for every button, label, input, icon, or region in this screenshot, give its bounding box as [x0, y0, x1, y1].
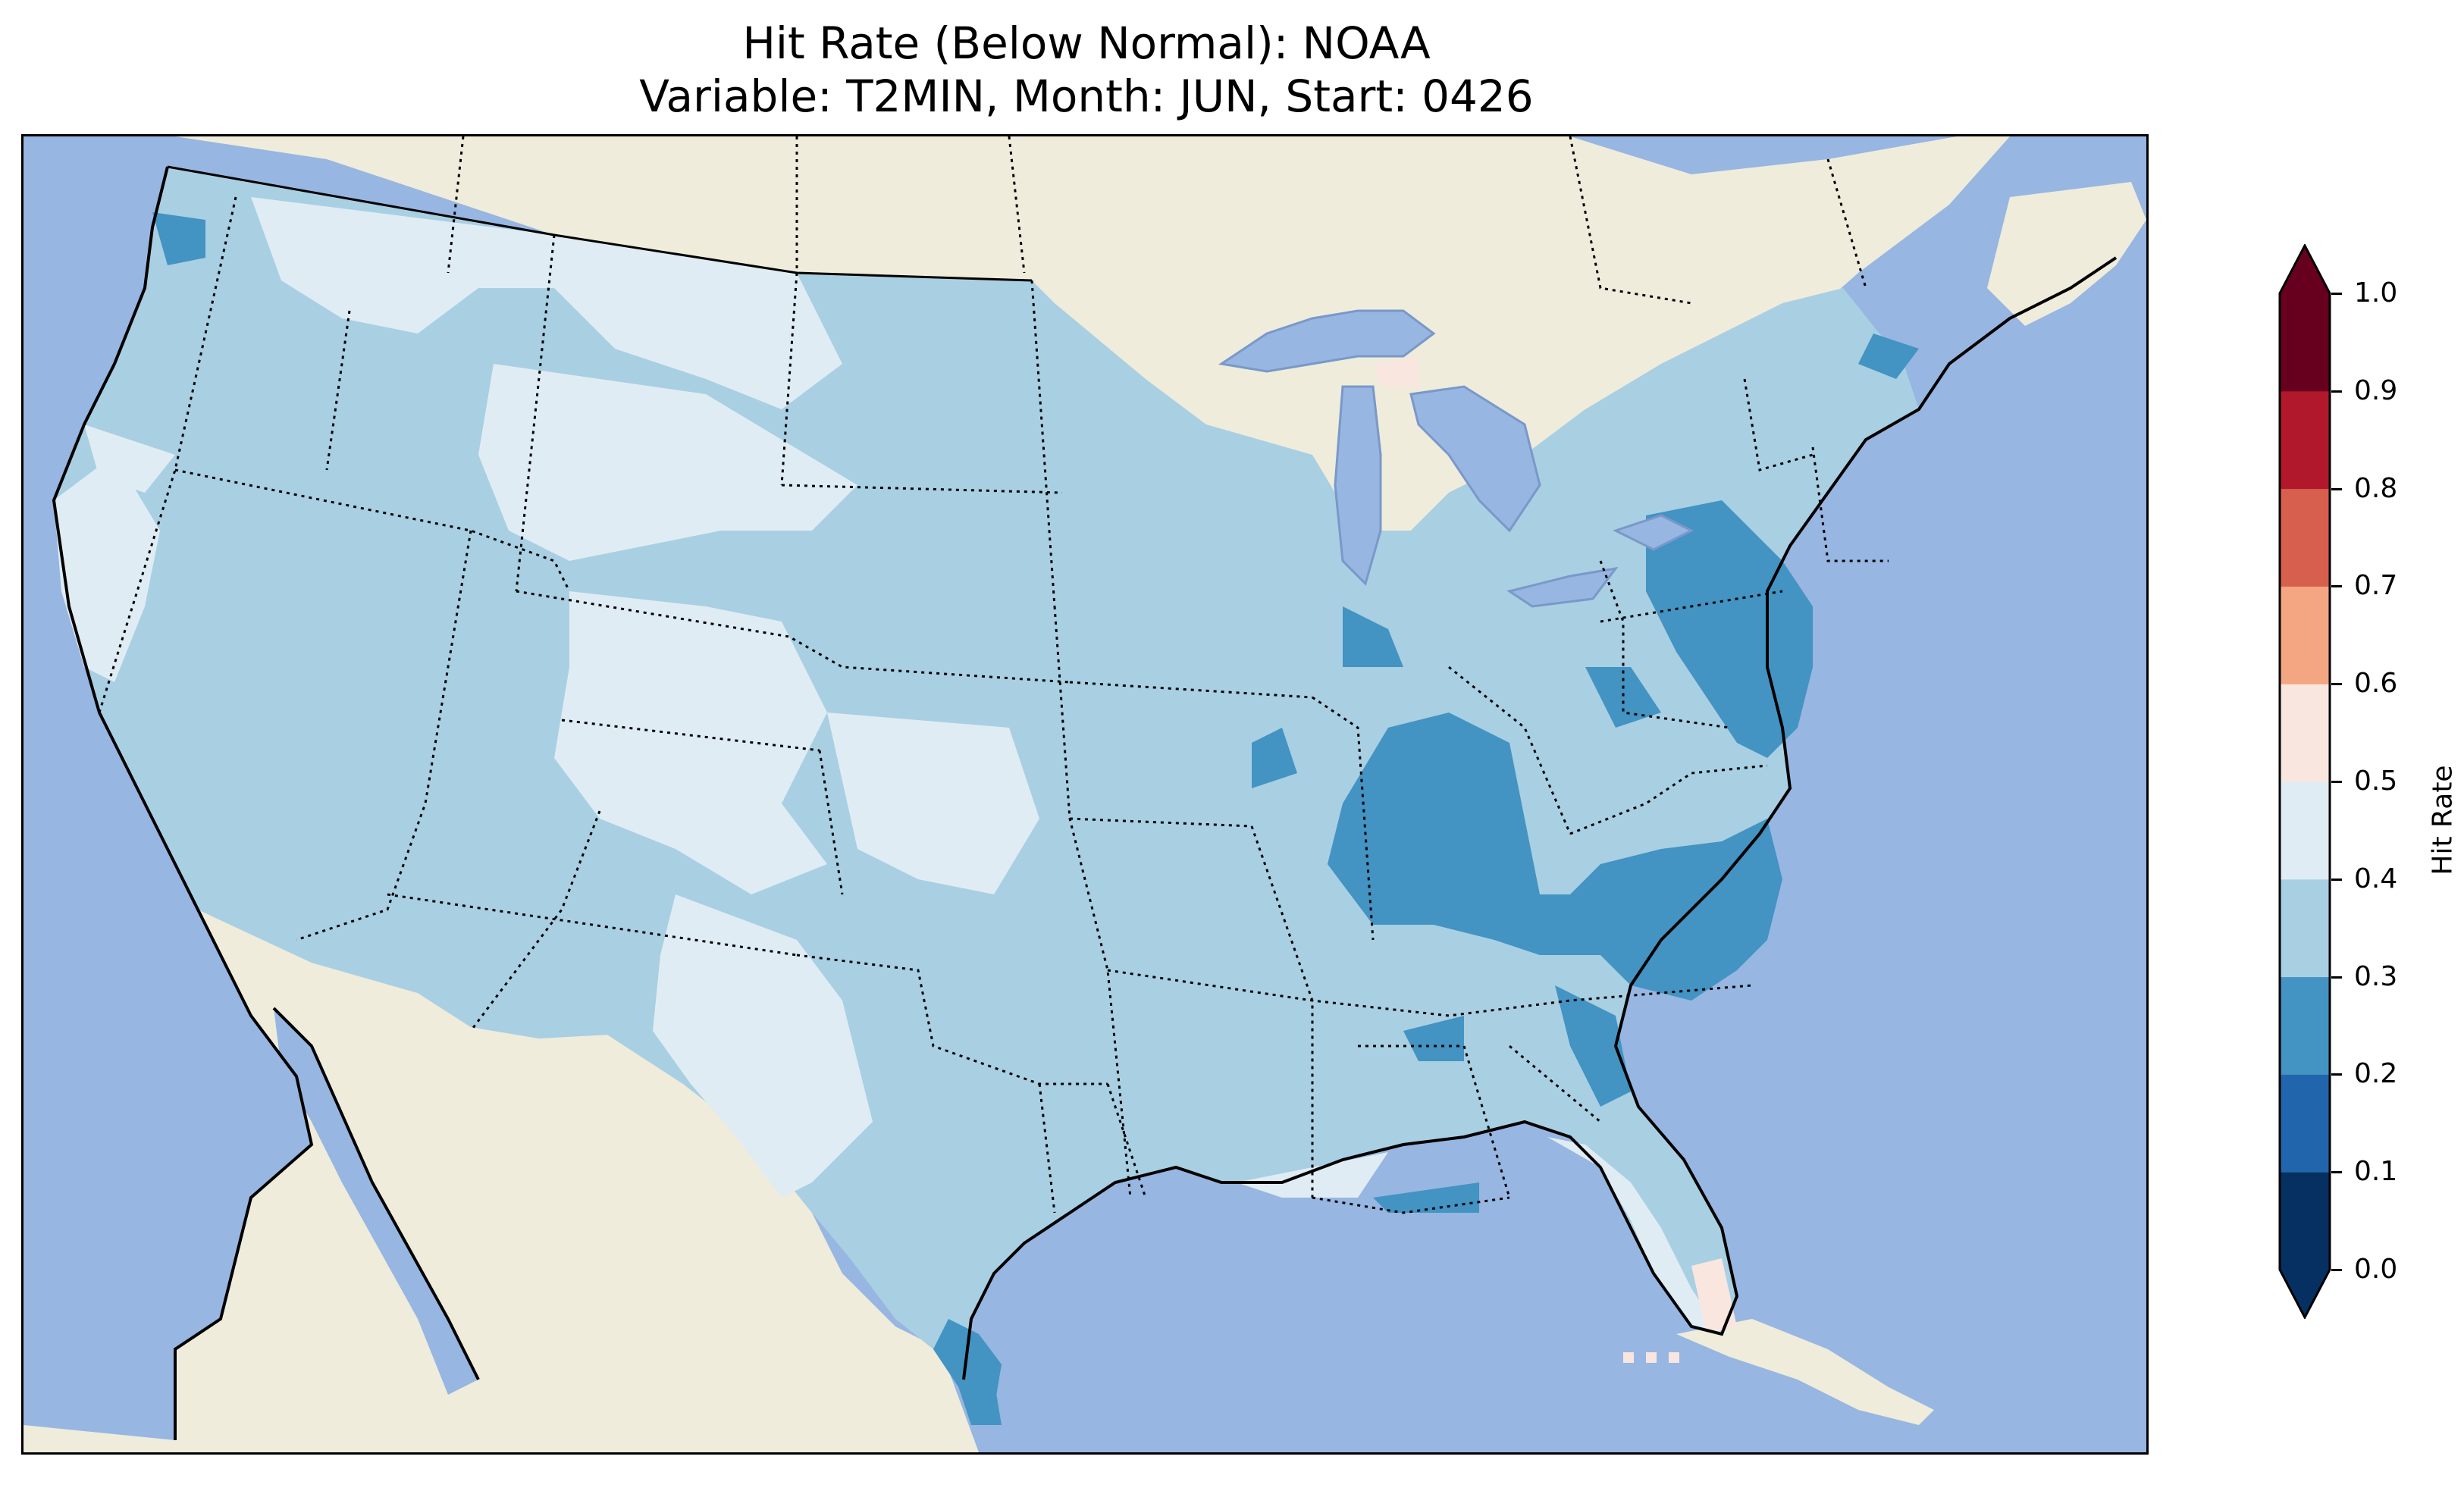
- us-canada-border: [167, 165, 1033, 282]
- colorbar-tick-label: 0.1: [2354, 1156, 2398, 1188]
- colorbar-tick-mark: [2331, 390, 2342, 393]
- colorbar-extend-high: [2280, 246, 2330, 293]
- colorbar-tick-label: 0.2: [2354, 1058, 2398, 1090]
- canada-provinces: [447, 136, 1867, 305]
- colorbar-tick-mark: [2331, 781, 2342, 783]
- colorbar-tick-mark: [2331, 1073, 2342, 1076]
- maritimes-land: [1987, 182, 2146, 326]
- colorbar-tick-mark: [2331, 585, 2342, 588]
- map-panel: [21, 134, 2149, 1455]
- band-0.5-0.6: [1373, 356, 1737, 1363]
- chart-title: Hit Rate (Below Normal): NOAA: [742, 17, 1431, 69]
- colorbar-tick-mark: [2331, 683, 2342, 686]
- colorbar-tick-label: 0.4: [2354, 863, 2398, 894]
- colorbar-outline: [2278, 244, 2331, 1319]
- colorbar-bin: [2280, 684, 2330, 782]
- colorbar-extend-low: [2280, 1270, 2330, 1317]
- colorbar-tick-label: 0.6: [2354, 668, 2398, 700]
- great-lakes: [1218, 309, 1694, 608]
- colorbar-tick-label: 0.9: [2354, 374, 2398, 406]
- coastline: [52, 166, 2118, 1440]
- colorbar-tick-mark: [2331, 1269, 2342, 1271]
- colorbar-bin: [2280, 976, 2330, 1075]
- mexico-land: [24, 910, 979, 1452]
- band-0.4-0.5: [54, 197, 1722, 1334]
- colorbar-bin: [2280, 1074, 2330, 1173]
- colorbar-tick-mark: [2331, 878, 2342, 881]
- colorbar-bin: [2280, 1172, 2330, 1270]
- band-0.2-0.3: [152, 212, 1919, 1425]
- colorbar-tick-mark: [2331, 487, 2342, 490]
- chart-subtitle: Variable: T2MIN, Month: JUN, Start: 0426: [639, 70, 1534, 122]
- colorbar-tick-label: 0.3: [2354, 960, 2398, 992]
- colorbar: [2278, 244, 2331, 1319]
- colorbar-label: Hit Rate: [2427, 765, 2459, 875]
- state-borders: [98, 196, 1889, 1214]
- colorbar-bin: [2280, 879, 2330, 978]
- colorbar-tick-label: 0.5: [2354, 766, 2398, 797]
- colorbar-bin: [2280, 586, 2330, 684]
- colorbar-bin: [2280, 293, 2330, 392]
- colorbar-tick-label: 0.8: [2354, 472, 2398, 504]
- colorbar-tick-label: 0.7: [2354, 570, 2398, 602]
- gulf-of-california: [274, 1008, 478, 1395]
- colorbar-tick-mark: [2331, 1171, 2342, 1174]
- colorbar-bin: [2280, 781, 2330, 880]
- colorbar-tick-label: 1.0: [2354, 277, 2398, 309]
- colorbar-tick-label: 0.0: [2354, 1254, 2398, 1285]
- colorbar-bin: [2280, 488, 2330, 587]
- colorbar-bin: [2280, 390, 2330, 490]
- colorbar-tick-mark: [2331, 293, 2342, 295]
- hit-rate-map: [24, 136, 2146, 1452]
- cuba-land: [1676, 1319, 1934, 1425]
- colorbar-tick-mark: [2331, 976, 2342, 979]
